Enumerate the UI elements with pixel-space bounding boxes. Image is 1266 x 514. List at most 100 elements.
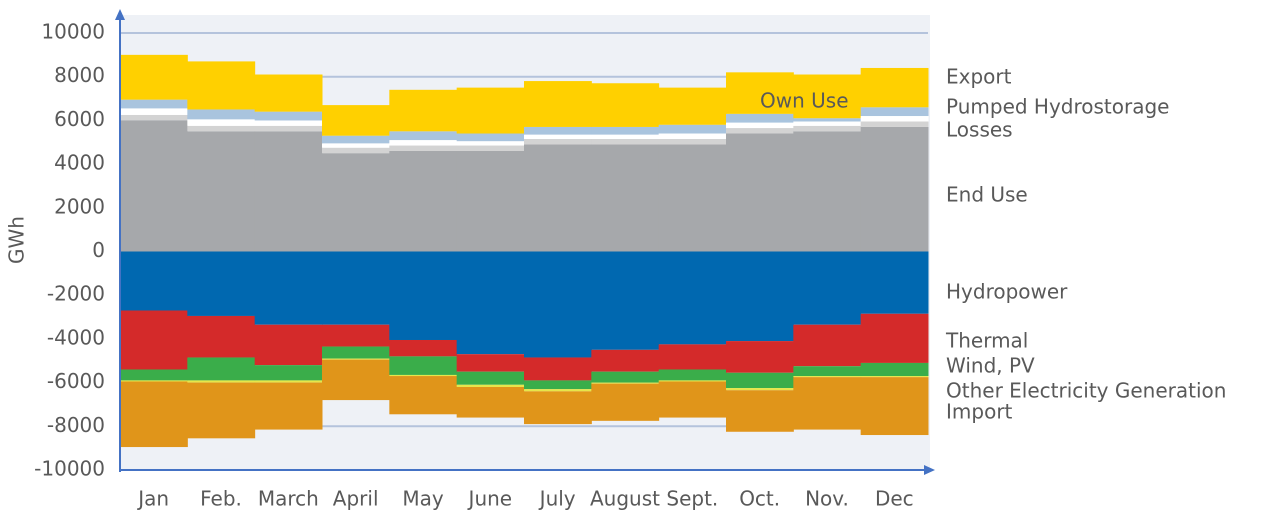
area-step (322, 143, 390, 148)
area-step (322, 147, 390, 154)
area-step (187, 251, 256, 316)
area-step (187, 315, 256, 358)
area-step (456, 133, 525, 142)
series-label: Wind, PV (946, 354, 1035, 378)
area-step (726, 122, 794, 129)
area-step (322, 153, 390, 252)
y-tick-label: -2000 (47, 282, 105, 306)
area-step (726, 72, 794, 114)
area-step (524, 357, 592, 381)
area-step (389, 356, 458, 375)
area-step (793, 125, 862, 132)
area-step (322, 358, 390, 360)
area-step (322, 105, 390, 136)
area-step (524, 251, 592, 358)
area-step (591, 134, 660, 139)
area-step (793, 74, 862, 119)
area-step (389, 140, 458, 146)
area-step (591, 144, 660, 252)
area-step (658, 381, 727, 418)
area-step (591, 83, 660, 127)
area-step (524, 126, 592, 135)
x-tick-label: May (402, 487, 444, 511)
x-tick-label: Sept. (666, 487, 718, 511)
area-step (793, 366, 862, 377)
area-step (254, 125, 323, 132)
area-step (524, 81, 592, 127)
y-tick-label: 6000 (54, 107, 105, 131)
area-step (322, 135, 390, 144)
area-step (524, 380, 592, 390)
area-step (524, 389, 592, 392)
area-step (187, 131, 256, 252)
area-step (389, 89, 458, 132)
area-step (254, 365, 323, 381)
area-step (254, 111, 323, 121)
x-axis-arrow (924, 465, 935, 475)
area-step (456, 354, 525, 372)
area-step (322, 324, 390, 347)
y-tick-label: 2000 (54, 194, 105, 218)
y-tick-label: -4000 (47, 325, 105, 349)
area-step (389, 376, 458, 415)
area-step (322, 346, 390, 359)
area-step (389, 145, 458, 151)
area-step (658, 369, 727, 381)
area-step (456, 384, 525, 387)
area-step (591, 383, 660, 421)
area-step (591, 382, 660, 384)
area-step (456, 141, 525, 146)
area-step (187, 125, 256, 132)
y-tick-label: 4000 (54, 151, 105, 175)
area-step (793, 131, 862, 252)
area-step (524, 144, 592, 252)
area-step (726, 113, 794, 123)
area-step (658, 124, 727, 134)
area-step (322, 251, 390, 325)
area-step (658, 344, 727, 370)
area-step (591, 251, 660, 350)
area-step (860, 67, 929, 108)
series-label: Other Electricity Generation (946, 379, 1226, 403)
area-step (591, 371, 660, 383)
x-tick-label: Dec (875, 487, 914, 511)
y-axis-label: GWh (5, 216, 29, 264)
y-tick-label: 10000 (41, 20, 105, 44)
area-step (187, 109, 256, 120)
area-step (322, 359, 390, 401)
y-tick-label: 8000 (54, 63, 105, 87)
area-step (120, 369, 188, 381)
area-step (389, 131, 458, 141)
area-step (254, 131, 323, 252)
area-step (860, 116, 929, 122)
area-step (658, 133, 727, 139)
area-step (456, 371, 525, 385)
area-step (726, 128, 794, 134)
area-step (591, 126, 660, 135)
area-step (524, 138, 592, 145)
area-step (860, 121, 929, 127)
area-step (254, 324, 323, 366)
area-step (726, 372, 794, 389)
series-label: Own Use (760, 89, 849, 113)
area-step (120, 381, 188, 448)
x-tick-label: Oct. (739, 487, 780, 511)
area-step (860, 362, 929, 377)
series-label: Losses (946, 118, 1013, 142)
series-label: Thermal (945, 329, 1028, 353)
area-step (456, 251, 525, 355)
area-step (254, 251, 323, 325)
area-step (389, 339, 458, 357)
y-tick-label: -6000 (47, 369, 105, 393)
y-tick-label: -10000 (34, 457, 105, 481)
area-step (254, 382, 323, 430)
area-step (120, 380, 188, 382)
x-tick-label: June (467, 487, 513, 511)
area-step (793, 376, 862, 378)
x-tick-label: March (258, 487, 319, 511)
area-step (187, 357, 256, 381)
area-step (726, 390, 794, 432)
area-step (456, 386, 525, 418)
area-step (456, 150, 525, 252)
